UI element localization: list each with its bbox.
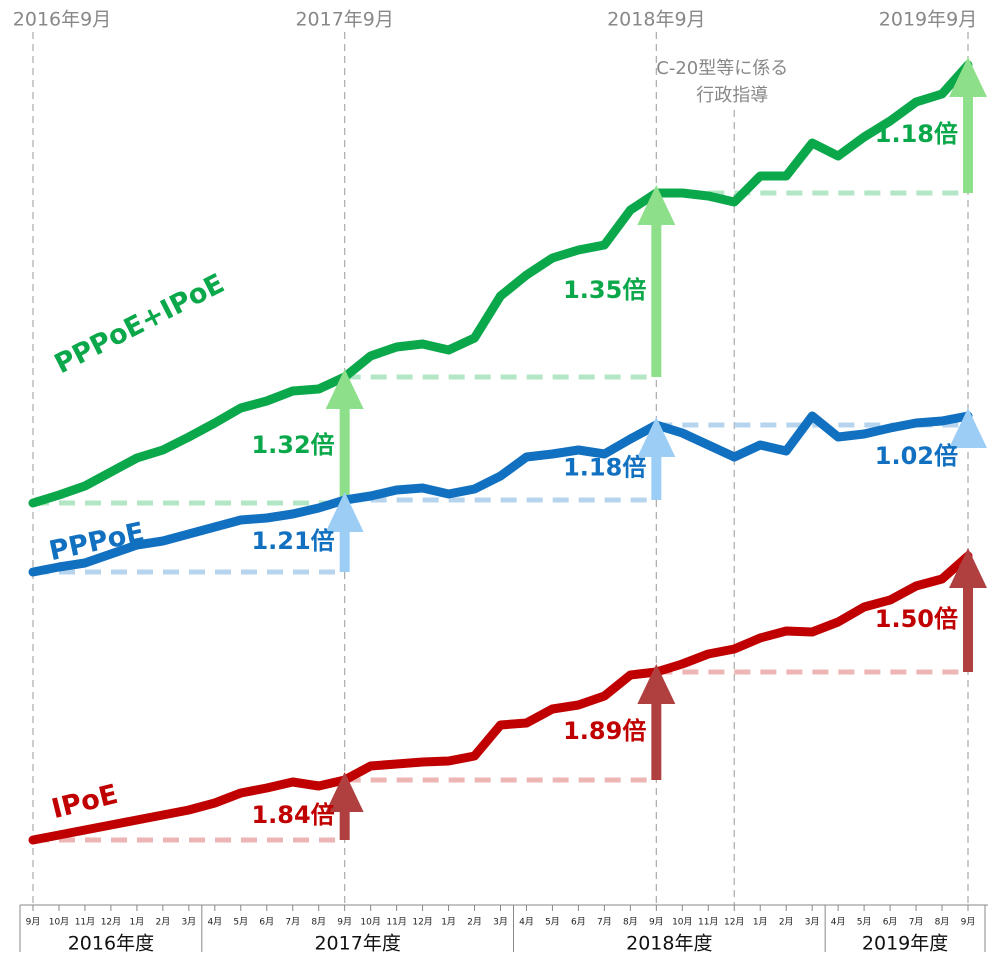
x-tick-label: 9月 xyxy=(337,917,352,928)
x-tick-label: 5月 xyxy=(857,917,872,928)
annotation: C-20型等に係る xyxy=(656,58,788,79)
x-tick-label: 9月 xyxy=(961,917,976,928)
series-line xyxy=(28,551,973,845)
x-tick-label: 8月 xyxy=(623,917,638,928)
ratio-label: 1.35倍 xyxy=(563,276,646,304)
ratio-label: 1.02倍 xyxy=(875,442,958,470)
ratio-arrow-shaft xyxy=(963,85,973,193)
ratio-label: 1.84倍 xyxy=(251,801,334,829)
ratio-arrow-shaft xyxy=(651,692,662,780)
series-line xyxy=(28,60,973,508)
fiscal-year-label: 2016年度 xyxy=(68,933,154,955)
series-line xyxy=(28,411,973,577)
x-tick-label: 3月 xyxy=(805,917,820,928)
ratio-label: 1.32倍 xyxy=(251,431,334,459)
ratio-arrow-head xyxy=(637,417,676,457)
fiscal-year-label: 2019年度 xyxy=(862,933,948,955)
x-tick-label: 6月 xyxy=(883,917,898,928)
x-tick-label: 4月 xyxy=(519,917,534,928)
ratio-arrow-shaft xyxy=(963,576,973,672)
x-tick-label: 1月 xyxy=(130,917,145,928)
fiscal-year-label: 2017年度 xyxy=(314,933,400,955)
series-name: IPoE xyxy=(49,779,121,825)
x-tick-label: 8月 xyxy=(935,917,950,928)
top-label: 2017年9月 xyxy=(295,9,393,31)
ratio-label: 1.18倍 xyxy=(563,454,646,482)
x-tick-label: 8月 xyxy=(311,917,326,928)
x-tick-label: 5月 xyxy=(233,917,248,928)
top-label: 2018年9月 xyxy=(607,9,705,31)
x-tick-label: 7月 xyxy=(285,917,300,928)
ratio-arrow-shaft xyxy=(651,445,662,500)
ratio-arrow-head xyxy=(325,369,364,409)
x-tick-label: 9月 xyxy=(649,917,664,928)
top-label: 2016年9月 xyxy=(13,9,111,31)
ratio-arrow-shaft xyxy=(651,213,662,377)
ratio-arrow-head xyxy=(949,408,987,448)
x-tick-label: 4月 xyxy=(207,917,222,928)
x-tick-label: 9月 xyxy=(26,917,41,928)
series-name: PPPoE+IPoE xyxy=(50,268,230,380)
x-tick-label: 10月 xyxy=(49,917,69,928)
ratio-label: 1.18倍 xyxy=(875,120,958,148)
x-tick-label: 2月 xyxy=(779,917,794,928)
x-tick-label: 1月 xyxy=(753,917,768,928)
x-tick-label: 2月 xyxy=(467,917,482,928)
x-tick-label: 2月 xyxy=(155,917,170,928)
x-tick-label: 3月 xyxy=(181,917,196,928)
ratio-arrow-head xyxy=(325,492,364,532)
x-tick-label: 12月 xyxy=(724,917,744,928)
x-tick-label: 12月 xyxy=(412,917,432,928)
x-tick-label: 11月 xyxy=(698,917,718,928)
ratio-arrow-head xyxy=(637,185,676,225)
top-label: 2019年9月 xyxy=(879,9,977,31)
x-tick-label: 12月 xyxy=(101,917,121,928)
x-tick-label: 10月 xyxy=(672,917,692,928)
x-tick-label: 3月 xyxy=(493,917,508,928)
annotation: 行政指導 xyxy=(696,85,768,106)
x-tick-label: 6月 xyxy=(259,917,274,928)
ratio-arrow-shaft xyxy=(339,520,350,572)
x-tick-label: 7月 xyxy=(597,917,612,928)
ratio-arrow-head xyxy=(325,772,364,812)
ratio-label: 1.50倍 xyxy=(875,605,958,633)
ratio-arrow-head xyxy=(637,664,676,704)
ratio-arrow-head xyxy=(949,57,987,97)
x-tick-label: 10月 xyxy=(360,917,380,928)
ratio-label: 1.21倍 xyxy=(251,527,334,555)
fiscal-year-label: 2018年度 xyxy=(626,933,712,955)
x-tick-label: 5月 xyxy=(545,917,560,928)
x-tick-label: 11月 xyxy=(75,917,95,928)
ratio-label: 1.89倍 xyxy=(563,717,646,745)
x-tick-label: 7月 xyxy=(909,917,924,928)
x-tick-label: 4月 xyxy=(831,917,846,928)
x-tick-label: 6月 xyxy=(571,917,586,928)
ratio-arrow-shaft xyxy=(339,800,350,840)
ratio-arrow-shaft xyxy=(339,397,350,503)
ratio-arrow-head xyxy=(949,548,987,588)
x-tick-label: 11月 xyxy=(386,917,406,928)
x-tick-label: 1月 xyxy=(441,917,456,928)
